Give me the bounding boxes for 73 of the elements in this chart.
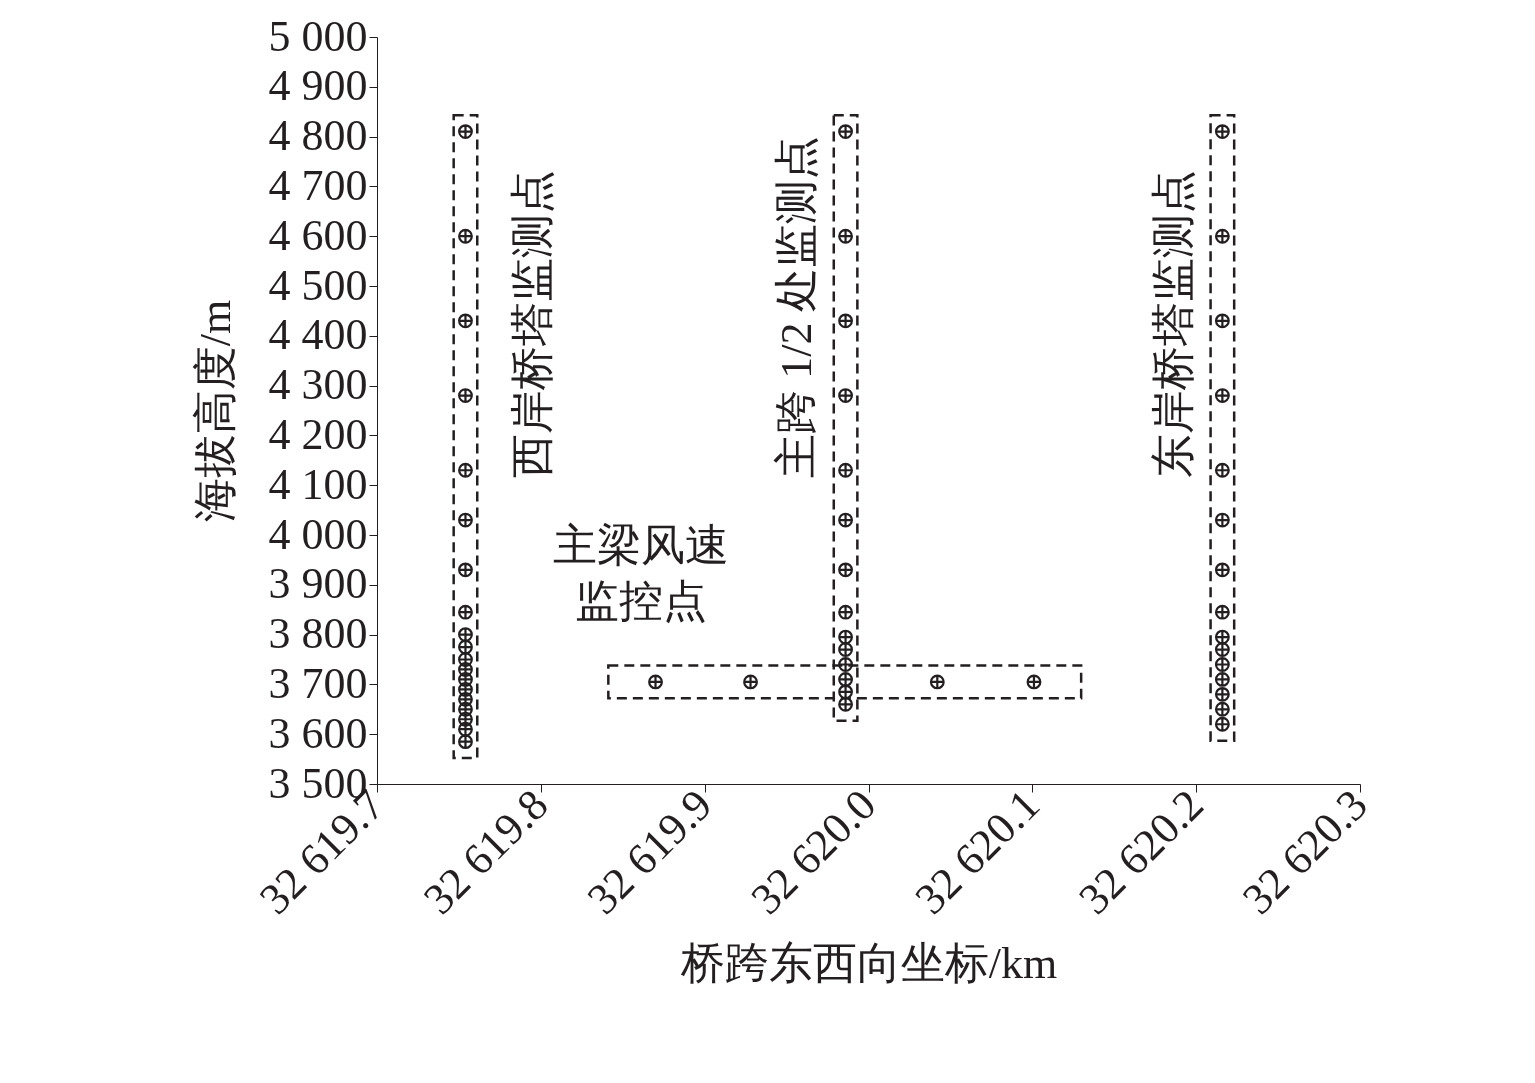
point: [458, 681, 473, 697]
point: [1214, 512, 1230, 528]
point: [1214, 604, 1230, 620]
point: [1214, 629, 1230, 645]
y-tick-label: 4 000: [268, 509, 368, 559]
point: [648, 674, 663, 690]
point: [1214, 701, 1230, 717]
point: [1214, 642, 1230, 657]
y-tick-label: 4 900: [268, 61, 368, 111]
point: [1214, 124, 1230, 140]
point: [1214, 716, 1230, 732]
point: [838, 462, 853, 478]
point: [458, 562, 473, 578]
y-tick-label: 4 600: [268, 210, 368, 260]
point: [838, 124, 853, 140]
point: [458, 313, 473, 329]
point: [1214, 562, 1230, 578]
point: [458, 639, 473, 655]
y-tick-label: 3 600: [268, 708, 368, 758]
point: [929, 674, 945, 690]
point: [458, 734, 473, 750]
point: [458, 388, 473, 403]
point: [838, 657, 853, 672]
point: [1214, 671, 1230, 687]
point: [458, 512, 473, 528]
y-tick-label: 4 800: [268, 111, 368, 161]
point: [458, 627, 473, 643]
point: [838, 562, 853, 578]
point: [743, 674, 758, 690]
point: [458, 462, 473, 478]
point: [1214, 388, 1230, 403]
y-tick-label: 5 000: [268, 11, 368, 61]
point: [458, 662, 473, 677]
annotation: 主梁风速监控点: [552, 521, 729, 627]
annotation: 东岸桥塔监测点: [1149, 169, 1199, 478]
point: [838, 228, 853, 244]
point: [458, 711, 473, 727]
y-tick-label: 3 800: [268, 609, 368, 659]
annotation: 西岸桥塔监测点: [508, 169, 558, 478]
point: [838, 671, 853, 687]
y-axis-title: 海拔高度/m: [190, 299, 240, 523]
point: [838, 313, 853, 329]
point: [1214, 462, 1230, 478]
point: [1214, 686, 1230, 702]
point: [838, 388, 853, 403]
y-tick-label: 4 500: [268, 260, 368, 310]
point: [838, 696, 853, 712]
point: [458, 701, 473, 717]
y-tick-label: 3 900: [268, 559, 368, 609]
point: [458, 691, 473, 707]
y-tick-label: 4 200: [268, 409, 368, 459]
point: [838, 512, 853, 528]
y-tick-label: 4 700: [268, 160, 368, 210]
point: [458, 652, 473, 667]
point: [458, 671, 473, 687]
point: [458, 228, 473, 244]
point: [1214, 228, 1230, 244]
point: [838, 604, 853, 620]
point: [1026, 674, 1042, 690]
x-axis-title: 桥跨东西向坐标/km: [679, 938, 1058, 988]
point: [1214, 657, 1230, 672]
y-tick-label: 3 700: [268, 658, 368, 708]
y-tick-label: 4 300: [268, 360, 368, 410]
annotation: 主跨 1/2 处监测点: [772, 135, 822, 478]
y-tick-label: 4 100: [268, 459, 368, 509]
point: [458, 604, 473, 620]
point: [838, 684, 853, 700]
point: [838, 642, 853, 657]
point: [458, 721, 473, 737]
y-tick-label: 4 400: [268, 310, 368, 360]
point: [458, 124, 473, 140]
point: [1214, 313, 1230, 329]
point: [838, 629, 853, 645]
